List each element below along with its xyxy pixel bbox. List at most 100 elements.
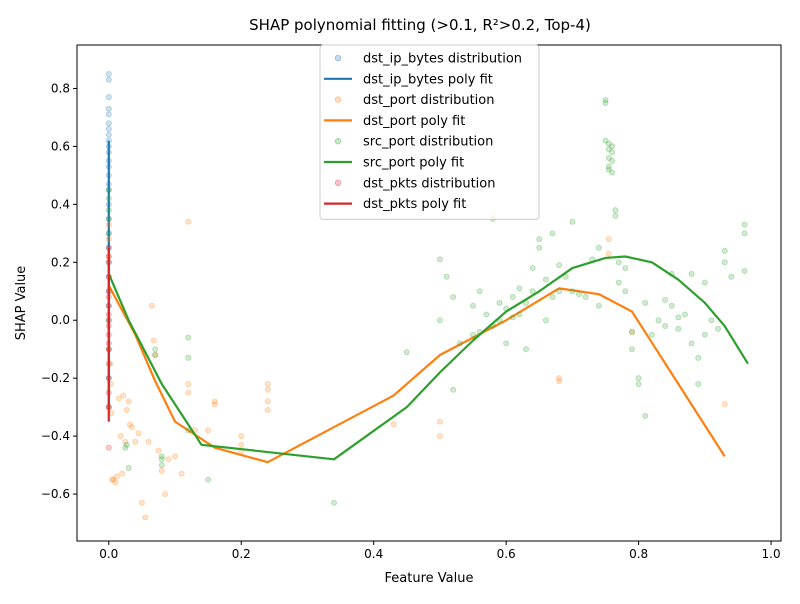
y-tick-label: −0.4: [41, 429, 70, 443]
src-port-distribution-point: [549, 294, 556, 301]
y-tick-label: 0.6: [51, 139, 70, 153]
dst-port-distribution-point: [264, 386, 271, 393]
src-port-distribution-point: [615, 259, 622, 266]
src-port-distribution-point: [152, 351, 159, 358]
dst-port-distribution-point: [264, 398, 271, 405]
src-port-distribution-point: [105, 215, 112, 222]
dst-port-distribution-point: [117, 433, 124, 440]
dst-port-distribution-point: [105, 221, 112, 228]
src-port-distribution-point: [695, 380, 702, 387]
dst-port-distribution-point: [155, 447, 162, 454]
dst-port-distribution-point: [605, 250, 612, 257]
src-port-distribution-point: [662, 296, 669, 303]
src-port-distribution-point: [741, 230, 748, 237]
src-port-distribution-point: [628, 346, 635, 353]
dst-port-distribution-point: [185, 380, 192, 387]
x-axis: 0.0 0.2 0.4 0.6 0.8 1.0: [99, 541, 781, 561]
dst-port-distribution-point: [112, 479, 119, 486]
src-port-distribution-point: [562, 273, 569, 280]
dst-port-distribution-point: [211, 398, 218, 405]
legend-label-src-port-poly-fit: src_port poly fit: [363, 156, 464, 171]
legend-box: [319, 44, 540, 220]
src-port-distribution-point: [542, 317, 549, 324]
dst-pkts-distribution-point: [105, 444, 112, 451]
src-port-distribution-point: [688, 340, 695, 347]
src-port-distribution-point: [158, 453, 165, 460]
src-port-distribution-point: [122, 444, 129, 451]
src-port-distribution-point: [476, 288, 483, 295]
src-port-distribution-point: [701, 279, 708, 286]
dst-port-distribution-point: [264, 380, 271, 387]
src-port-distribution-point: [470, 331, 477, 338]
dst-port-distribution-point: [128, 424, 135, 431]
dst-port-distribution-point: [436, 418, 443, 425]
src-port-distribution-point: [403, 349, 410, 356]
src-port-distribution-point: [436, 256, 443, 263]
src-port-distribution-point: [456, 340, 463, 347]
src-port-distribution-point: [529, 288, 536, 295]
y-tick-label: 0.2: [51, 255, 70, 269]
src-port-distribution-point: [330, 499, 337, 506]
src-port-distribution-point: [605, 154, 612, 161]
dst-port-distribution-point: [556, 375, 563, 382]
src-port-distribution-point: [123, 441, 130, 448]
x-tick-label: 1.0: [762, 547, 781, 561]
dst-port-distribution-point: [148, 302, 155, 309]
src-port-distribution-point: [185, 354, 192, 361]
src-port-distribution-point: [605, 140, 612, 147]
src-port-distribution-point: [605, 146, 612, 153]
x-axis-label: Feature Value: [385, 571, 474, 586]
dst-port-distribution-point: [185, 218, 192, 225]
src-port-distribution-point: [105, 186, 112, 193]
dst-ip-bytes-distribution-point: [105, 94, 112, 101]
legend-label-src-port-distribution: src_port distribution: [363, 135, 493, 150]
dst-port-distribution-point: [605, 236, 612, 243]
dst-port-distribution-point: [556, 378, 563, 385]
legend-label-dst-pkts-distribution: dst_pkts distribution: [363, 176, 496, 191]
dst-port-distribution-point: [125, 398, 132, 405]
dst-port-distribution-point: [390, 421, 397, 428]
src-port-distribution-point: [496, 299, 503, 306]
src-port-distribution-point: [556, 288, 563, 295]
legend-label-dst-ip-bytes-distribution: dst_ip_bytes distribution: [363, 52, 522, 67]
src-port-distribution-point: [185, 334, 192, 341]
dst-port-distribution-point: [150, 337, 157, 344]
src-port-distribution-point: [602, 99, 609, 106]
src-port-distribution-point: [715, 325, 722, 332]
y-tick-label: −0.6: [41, 487, 70, 501]
src-port-distribution-point: [549, 230, 556, 237]
dst-ip-bytes-distribution-point: [105, 70, 112, 77]
src-port-distribution-point: [470, 302, 477, 309]
x-tick-label: 0.4: [364, 547, 383, 561]
src-port-distribution-point: [450, 294, 457, 301]
dst-port-distribution-point: [152, 351, 159, 358]
src-port-distribution-point: [602, 97, 609, 104]
dst-ip-bytes-distribution-point: [105, 120, 112, 127]
src-port-distribution-point: [675, 314, 682, 321]
dst-port-distribution-point: [109, 476, 116, 483]
src-port-distribution-point: [503, 340, 510, 347]
src-port-distribution-point: [158, 462, 165, 469]
src-port-distribution-point: [516, 311, 523, 318]
src-port-distribution-point: [635, 380, 642, 387]
src-port-distribution-point: [205, 476, 212, 483]
dst-port-distribution-point: [123, 407, 130, 414]
dst-port-poly-fit-line: [107, 284, 726, 464]
dst-port-distribution-point: [162, 491, 169, 498]
src-port-distribution-point: [681, 311, 688, 318]
src-port-distribution-point: [483, 311, 490, 318]
dst-port-distribution-point: [178, 470, 185, 477]
src-port-distribution-point: [612, 207, 619, 214]
src-port-distribution-point: [443, 273, 450, 280]
src-port-distribution-point: [542, 276, 549, 283]
dst-port-distribution-point: [185, 389, 192, 396]
dst-ip-bytes-distribution-point: [105, 131, 112, 138]
dst-port-distribution-point: [264, 407, 271, 414]
src-port-distribution-point: [609, 149, 616, 156]
dst-port-distribution-point: [126, 421, 133, 428]
src-port-distribution-point: [668, 302, 675, 309]
legend-marker-src-port-distribution: [334, 137, 342, 145]
y-axis: −0.6 −0.4 −0.2 0.0 0.2 0.4 0.6 0.8: [41, 81, 77, 501]
src-port-distribution-point: [582, 294, 589, 301]
src-port-distribution-point: [516, 285, 523, 292]
